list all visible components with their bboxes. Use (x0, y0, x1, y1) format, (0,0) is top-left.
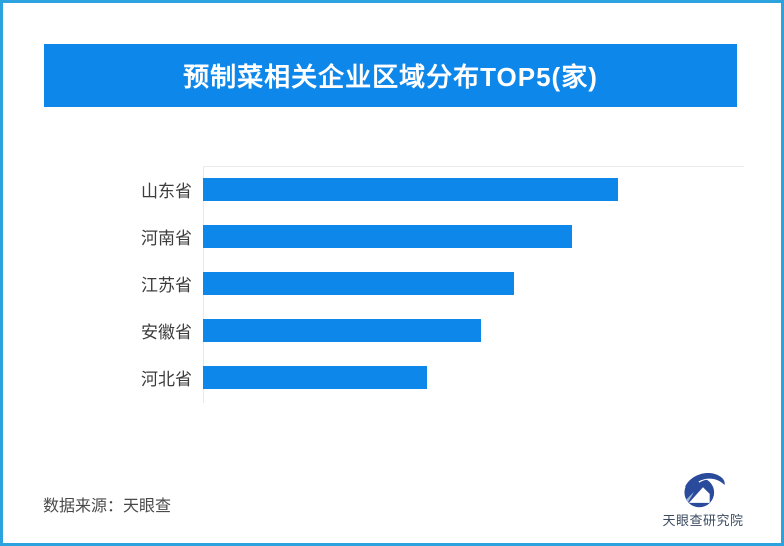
tianyancha-logo-text: 天眼查研究院 (662, 513, 744, 528)
bar-henan (203, 225, 573, 248)
page-title: 预制菜相关企业区域分布TOP5(家) (183, 62, 598, 92)
bar-chart: 山东省 河南省 江苏省 安徽省 河北省 (44, 166, 744, 403)
bar-track (203, 178, 744, 201)
bar-track (203, 366, 744, 389)
bar-hebei (203, 366, 428, 389)
bar-row: 安徽省 (44, 307, 744, 354)
bar-row: 河北省 (44, 354, 744, 401)
bar-row: 山东省 (44, 166, 744, 213)
tianyancha-eye-icon (684, 472, 726, 508)
bar-shandong (203, 178, 618, 201)
category-label-henan: 河南省 (141, 229, 192, 248)
bar-track (203, 225, 744, 248)
category-label-shandong: 山东省 (141, 182, 192, 201)
bar-track (203, 319, 744, 342)
category-label-jiangsu: 江苏省 (141, 276, 192, 295)
bar-track (203, 272, 744, 295)
bar-row: 河南省 (44, 213, 744, 260)
tianyancha-logo: 天眼查研究院 (647, 467, 759, 529)
chart-title-banner: 预制菜相关企业区域分布TOP5(家) (44, 44, 737, 107)
data-source-note: 数据来源：天眼查 (43, 498, 172, 515)
bar-row: 江苏省 (44, 260, 744, 307)
bar-jiangsu (203, 272, 515, 295)
category-label-anhui: 安徽省 (141, 323, 192, 342)
bar-anhui (203, 319, 482, 342)
category-label-hebei: 河北省 (141, 370, 192, 389)
